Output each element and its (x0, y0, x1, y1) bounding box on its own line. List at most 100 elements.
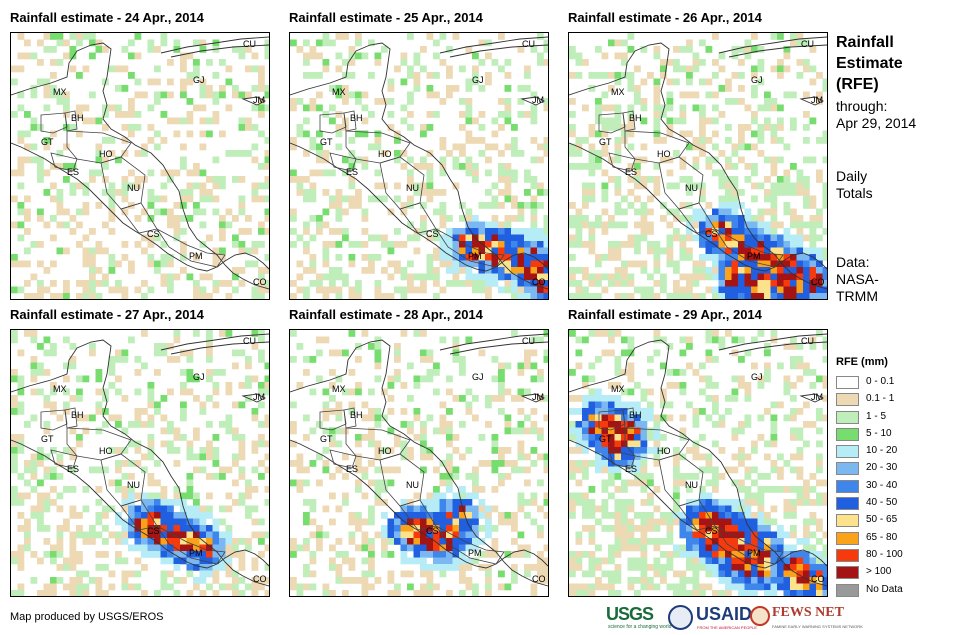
rain-cell (400, 544, 408, 552)
rain-cell (803, 59, 810, 66)
rain-cell (459, 260, 466, 268)
rain-cell (472, 538, 479, 545)
rain-cell (705, 247, 713, 255)
rain-cell (24, 330, 31, 337)
rain-cell (342, 280, 349, 287)
rain-cell (264, 286, 269, 294)
rain-cell (783, 208, 791, 216)
rain-cell (472, 583, 479, 591)
rain-cell (212, 280, 220, 287)
rain-cell (439, 525, 447, 532)
rain-cell (530, 336, 538, 344)
rain-cell (751, 221, 758, 229)
rain-cell (251, 414, 259, 422)
rain-cell (374, 98, 382, 105)
rain-cell (627, 124, 635, 131)
rain-cell (128, 512, 135, 519)
rain-cell (342, 195, 349, 203)
rain-cell (361, 254, 369, 261)
rain-cell (102, 273, 109, 281)
rain-cell (56, 453, 64, 461)
rain-cell (374, 356, 382, 363)
rain-cell (426, 505, 434, 513)
rain-cell (400, 293, 408, 299)
rain-cell (160, 195, 168, 203)
rain-cell (640, 117, 648, 125)
rain-cell (783, 564, 791, 571)
rain-cell (128, 39, 135, 47)
rain-cell (504, 473, 512, 480)
rain-cell (245, 247, 252, 255)
rain-cell (316, 273, 323, 281)
rain-cell (465, 388, 473, 396)
rain-cell (686, 202, 693, 209)
rain-cell (95, 466, 103, 474)
rain-cell (718, 557, 726, 565)
rain-cell (705, 531, 713, 539)
rain-cell (381, 293, 388, 299)
rain-cell (660, 280, 667, 287)
rain-cell (699, 195, 706, 203)
rain-cell (167, 512, 174, 519)
rain-cell (296, 466, 304, 474)
rain-cell (264, 590, 269, 596)
rain-cell (731, 260, 739, 268)
rain-cell (608, 577, 615, 584)
rain-cell (400, 440, 408, 448)
rain-cell (264, 564, 269, 571)
rain-cell (245, 583, 252, 591)
rain-cell (141, 538, 148, 545)
rain-cell (575, 228, 583, 235)
rain-cell (653, 414, 661, 422)
rain-cell (692, 447, 700, 454)
rain-cell (309, 137, 317, 144)
rain-cell (712, 473, 719, 480)
rain-cell (608, 273, 615, 281)
rain-cell (439, 427, 447, 435)
rain-cell (588, 434, 596, 441)
rain-cell (640, 208, 648, 216)
rain-cell (296, 486, 304, 493)
rain-cell (790, 427, 797, 435)
rain-cell (167, 583, 174, 591)
legend-swatch (836, 462, 859, 476)
rain-cell (653, 91, 661, 99)
rain-cell (595, 440, 602, 448)
rain-cell (640, 78, 648, 86)
rain-cell (24, 518, 31, 526)
rain-cell (374, 531, 382, 539)
rain-cell (180, 241, 187, 248)
rain-cell (50, 544, 57, 552)
rain-cell (322, 247, 330, 255)
rain-cell (595, 583, 602, 591)
rain-cell (258, 382, 265, 389)
rain-cell (627, 466, 635, 474)
rain-cell (76, 531, 83, 539)
rain-cell (666, 414, 674, 422)
rain-cell (400, 78, 408, 86)
rain-cell (653, 130, 661, 138)
rain-cell (264, 150, 269, 157)
rain-cell (361, 208, 369, 216)
rain-cell (335, 466, 343, 474)
rain-cell (725, 195, 732, 203)
rain-cell (504, 414, 512, 422)
rain-cell (56, 247, 64, 255)
rain-cell (744, 46, 752, 53)
rain-cell (212, 98, 220, 105)
rain-cell (115, 414, 122, 422)
rain-cell (498, 375, 505, 383)
rain-cell (744, 267, 752, 274)
rain-cell (511, 228, 518, 235)
legend-swatch (836, 497, 859, 511)
rain-cell (17, 388, 25, 396)
rain-cell (186, 130, 194, 138)
rain-cell (770, 182, 778, 190)
rain-cell (264, 46, 269, 53)
rain-cell (686, 505, 693, 513)
rain-cell (420, 427, 427, 435)
rain-cell (543, 228, 548, 235)
rain-cell (167, 215, 174, 222)
rain-cell (147, 382, 155, 389)
